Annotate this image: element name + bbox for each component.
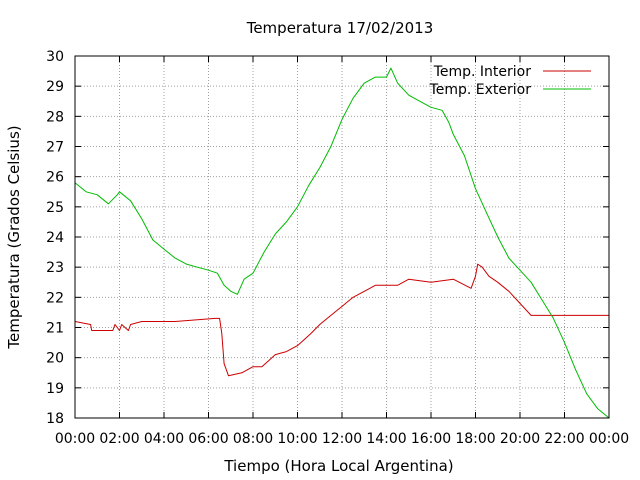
chart-title: Temperatura 17/02/2013 [246, 19, 434, 37]
x-tick-label: 20:00 [500, 431, 540, 447]
x-tick-label: 08:00 [233, 431, 273, 447]
y-tick-label: 19 [46, 381, 64, 397]
x-tick-label: 00:00 [589, 431, 629, 447]
series-line-0 [74, 263, 609, 377]
x-tick-label: 06:00 [188, 431, 228, 447]
y-tick-label: 20 [46, 351, 64, 367]
y-tick-label: 30 [46, 49, 64, 65]
series-lines [74, 67, 610, 419]
y-tick-label: 18 [46, 411, 64, 427]
x-tick-label: 00:00 [55, 431, 95, 447]
x-tick-label: 10:00 [277, 431, 317, 447]
y-tick-label: 25 [46, 200, 64, 216]
x-tick-label: 18:00 [455, 431, 495, 447]
series-line-1 [74, 67, 610, 419]
y-tick-label: 21 [46, 321, 64, 337]
y-axis-label: Temperatura (Grados Celsius) [5, 125, 23, 349]
legend-label-0: Temp. Interior [433, 64, 532, 80]
y-tick-label: 22 [46, 290, 64, 306]
legend: Temp. Interior Temp. Exterior [429, 64, 591, 98]
y-tick-label: 26 [46, 170, 64, 186]
grid [75, 56, 609, 418]
y-tick-label: 23 [46, 260, 64, 276]
x-tick-label: 12:00 [322, 431, 362, 447]
x-tick-label: 22:00 [544, 431, 584, 447]
y-tick-label: 24 [46, 230, 64, 246]
y-tick-label: 29 [46, 79, 64, 95]
x-tick-label: 04:00 [144, 431, 184, 447]
x-tick-label: 14:00 [366, 431, 406, 447]
tick-labels: 00:00 02:00 04:00 06:00 08:00 10:00 12:00 14:00… [46, 49, 629, 447]
y-tick-label: 27 [46, 140, 64, 156]
plot-frame [74, 55, 610, 419]
legend-label-1: Temp. Exterior [429, 82, 532, 98]
y-tick-label: 28 [46, 109, 64, 125]
x-tick-label: 02:00 [99, 431, 139, 447]
x-axis-label: Tiempo (Hora Local Argentina) [223, 457, 453, 475]
x-tick-label: 16:00 [411, 431, 451, 447]
